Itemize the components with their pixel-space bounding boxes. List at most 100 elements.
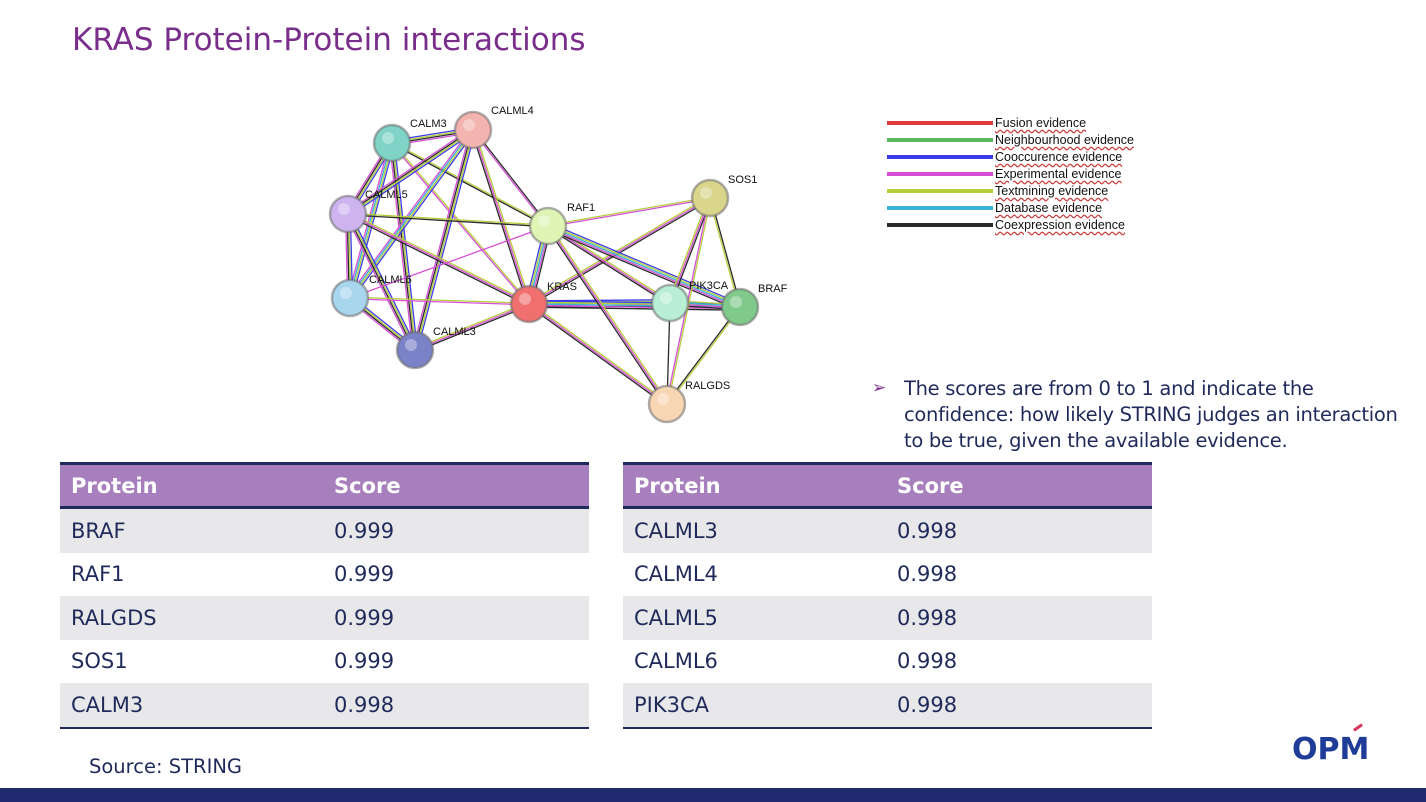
protein-node[interactable]	[395, 330, 435, 370]
protein-node[interactable]	[509, 284, 549, 324]
arrow-bullet-icon: ➢	[872, 378, 887, 397]
table-row: CALML6 0.998	[623, 639, 1152, 683]
protein-node[interactable]	[690, 178, 730, 218]
node-highlight	[405, 339, 417, 351]
legend-label: Fusion evidence	[995, 115, 1087, 130]
interaction-edge	[473, 129, 532, 304]
source-caption: Source: STRING	[89, 755, 243, 778]
interaction-edge	[472, 129, 530, 305]
protein-cell: PIK3CA	[623, 683, 886, 729]
protein-cell: CALML4	[623, 552, 886, 596]
legend-item: Neighbourhood evidence	[887, 131, 1134, 148]
protein-cell: CALML5	[623, 596, 886, 640]
protein-node-label: CALML4	[491, 105, 534, 117]
interaction-edge	[388, 143, 414, 351]
footer-bar	[0, 788, 1426, 802]
interaction-edge	[667, 307, 742, 405]
score-cell: 0.998	[886, 639, 1152, 683]
node-highlight	[382, 132, 394, 144]
scores-table-right: Protein Score CALML3 0.998 CALML4 0.998 …	[623, 462, 1152, 729]
score-cell: 0.999	[323, 639, 589, 683]
interaction-edge	[528, 303, 741, 308]
interaction-edge	[346, 127, 473, 213]
interaction-edge	[346, 214, 529, 307]
interaction-edge	[548, 198, 711, 228]
interaction-edge	[546, 226, 670, 305]
legend-label: Experimental evidence	[995, 166, 1122, 181]
interaction-edge	[546, 226, 667, 406]
score-explanation-text: The scores are from 0 to 1 and indicate …	[904, 377, 1398, 452]
protein-node[interactable]	[330, 278, 370, 318]
legend-item: Database evidence	[887, 199, 1134, 216]
protein-node[interactable]	[328, 194, 368, 234]
protein-node[interactable]	[453, 110, 493, 150]
legend-swatch	[887, 222, 993, 227]
legend-label: Cooccurence evidence	[995, 149, 1123, 164]
protein-cell: RALGDS	[60, 596, 323, 640]
interaction-edge	[347, 214, 548, 228]
protein-node-label: CALML3	[433, 326, 476, 338]
table-row: BRAF 0.999	[60, 507, 589, 553]
legend-swatch	[887, 137, 993, 142]
protein-node-label: KRAS	[547, 281, 577, 293]
interaction-edge	[390, 143, 415, 351]
protein-network: CALM3 CALML4 CALML5 CALML6 CALML3 RAF1 KRAS SOS…	[328, 105, 788, 424]
legend-swatch	[887, 120, 993, 125]
table-row: SOS1 0.999	[60, 639, 589, 683]
column-header-protein: Protein	[623, 462, 886, 509]
protein-node-label: SOS1	[728, 174, 757, 186]
protein-node[interactable]	[720, 287, 760, 327]
interaction-edge	[528, 306, 740, 311]
interaction-edge	[416, 130, 476, 351]
protein-node-label: CALM3	[410, 118, 447, 130]
interaction-edge	[347, 128, 472, 297]
node-highlight	[730, 296, 742, 308]
protein-node[interactable]	[650, 283, 690, 323]
score-cell: 0.998	[323, 683, 589, 729]
protein-node[interactable]	[528, 206, 568, 246]
column-header-score: Score	[323, 462, 589, 509]
legend-swatch	[887, 188, 993, 193]
interaction-edge	[528, 197, 711, 305]
legend-item: Cooccurence evidence	[887, 148, 1134, 165]
interaction-edge	[351, 143, 395, 299]
node-highlight	[657, 393, 669, 405]
protein-node-label: RALGDS	[685, 380, 730, 392]
interaction-edge	[348, 213, 417, 350]
interaction-edge	[414, 303, 530, 351]
interaction-edge	[547, 225, 668, 405]
network-nodes: CALM3 CALML4 CALML5 CALML6 CALML3 RAF1 KRAS SOS…	[328, 105, 788, 424]
interaction-edge	[345, 214, 414, 352]
table-header-row: Protein Score	[623, 462, 1152, 509]
evidence-legend: Fusion evidence Neighbourhood evidence C…	[887, 114, 1134, 233]
interaction-edge	[528, 304, 740, 310]
table-row: RALGDS 0.999	[60, 596, 589, 640]
protein-cell: SOS1	[60, 639, 323, 683]
interaction-edge	[350, 143, 394, 299]
legend-item: Fusion evidence	[887, 114, 1134, 131]
interaction-edge	[470, 130, 529, 305]
table-row: CALM3 0.998	[60, 683, 589, 729]
legend-item: Experimental evidence	[887, 165, 1134, 182]
protein-cell: BRAF	[60, 507, 323, 553]
column-header-score: Score	[886, 462, 1152, 509]
score-cell: 0.999	[323, 596, 589, 640]
protein-node[interactable]	[647, 384, 687, 424]
interaction-edge	[415, 130, 475, 351]
opm-logo: OPM	[1292, 732, 1370, 767]
logo-accent-mark	[1353, 723, 1363, 732]
interaction-edge	[347, 128, 473, 214]
table-row: CALML4 0.998	[623, 552, 1152, 596]
interaction-edge	[415, 304, 530, 353]
interaction-edge	[529, 300, 741, 305]
interaction-edge	[392, 142, 417, 350]
legend-item: Textmining evidence	[887, 182, 1134, 199]
interaction-edge	[547, 226, 740, 310]
interaction-edge	[349, 298, 529, 306]
column-header-protein: Protein	[60, 462, 323, 509]
protein-node[interactable]	[372, 123, 412, 163]
protein-node-label: CALML6	[369, 274, 412, 286]
table-row: RAF1 0.999	[60, 552, 589, 596]
score-cell: 0.998	[886, 507, 1152, 553]
score-cell: 0.999	[323, 552, 589, 596]
